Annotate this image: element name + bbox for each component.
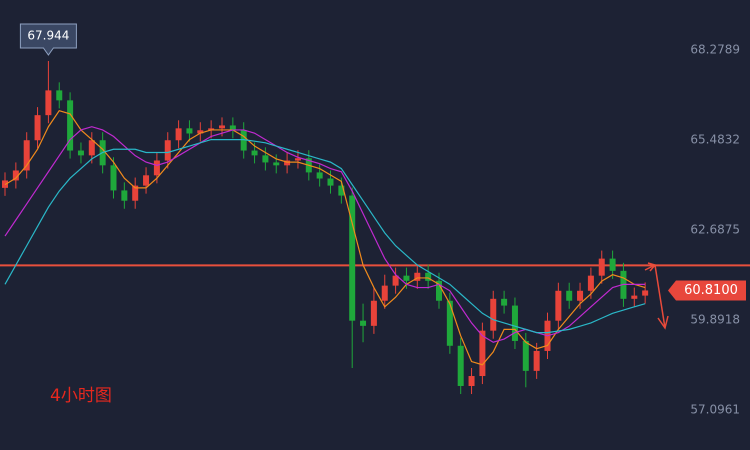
- price-label-box: [668, 280, 746, 301]
- candle-body: [522, 340, 529, 371]
- candle-body: [273, 162, 280, 166]
- candle-body: [12, 170, 19, 181]
- candle-body: [436, 280, 442, 301]
- forecast-arrow: [644, 262, 669, 330]
- candle-body: [609, 258, 616, 271]
- candle-body: [34, 115, 41, 141]
- candle-body: [88, 140, 95, 156]
- candle-body: [479, 330, 486, 377]
- candle-body: [23, 140, 30, 171]
- candle-body: [533, 350, 540, 371]
- candle-body: [316, 172, 323, 179]
- candle-body: [631, 295, 638, 299]
- candle-body: [392, 275, 399, 286]
- candle-body: [121, 190, 128, 201]
- ma-line: [4, 109, 646, 366]
- candle-body: [511, 305, 518, 341]
- candle-body: [110, 165, 117, 191]
- candle-body: [414, 272, 421, 281]
- candle-body: [77, 150, 84, 156]
- y-tick-label: 59.8918: [690, 312, 740, 326]
- candle-body: [56, 90, 63, 101]
- candle-body: [501, 298, 508, 306]
- candle-body: [360, 320, 367, 326]
- price-label: 60.8100: [684, 283, 738, 298]
- candle-body: [219, 125, 225, 129]
- candle-body: [566, 290, 573, 301]
- candle-body: [403, 275, 410, 281]
- candle-body: [370, 300, 377, 326]
- candle-body: [338, 185, 345, 196]
- candle-body: [229, 125, 236, 131]
- candle-body: [642, 290, 649, 296]
- candle-body: [251, 150, 258, 156]
- candle-body: [327, 178, 334, 186]
- y-tick-label: 57.0961: [690, 402, 740, 416]
- candle-body: [381, 285, 388, 301]
- candle-body: [468, 376, 475, 386]
- candle-body: [175, 128, 182, 141]
- candle-body: [490, 298, 497, 331]
- candle-body: [425, 272, 432, 281]
- candle-body: [240, 130, 247, 151]
- candle-body: [186, 128, 193, 134]
- candle-body: [284, 160, 291, 166]
- candle-body: [45, 90, 52, 116]
- y-tick-label: 68.2789: [690, 43, 740, 57]
- tooltip-box: [19, 23, 77, 56]
- candle-body: [153, 160, 160, 176]
- chart-annotation: 4小时图: [50, 386, 112, 406]
- ma-line: [4, 139, 646, 334]
- candle-body: [587, 275, 594, 291]
- candle-body: [446, 300, 453, 346]
- candle-body: [208, 128, 215, 131]
- candle-body: [197, 130, 204, 134]
- candle-body: [143, 175, 150, 186]
- candle-body: [164, 140, 171, 161]
- candle-body: [67, 100, 74, 151]
- candle-body: [555, 290, 562, 321]
- candle-body: [132, 185, 139, 201]
- candle-body: [598, 258, 605, 276]
- candle-body: [577, 290, 584, 301]
- y-tick-label: 65.4832: [690, 133, 740, 147]
- candle-body: [349, 195, 356, 321]
- candle-body: [457, 345, 464, 386]
- tooltip-value: 67.944: [27, 28, 69, 42]
- candle-body: [294, 158, 301, 161]
- y-tick-label: 62.6875: [690, 223, 740, 237]
- candle-body: [262, 155, 269, 163]
